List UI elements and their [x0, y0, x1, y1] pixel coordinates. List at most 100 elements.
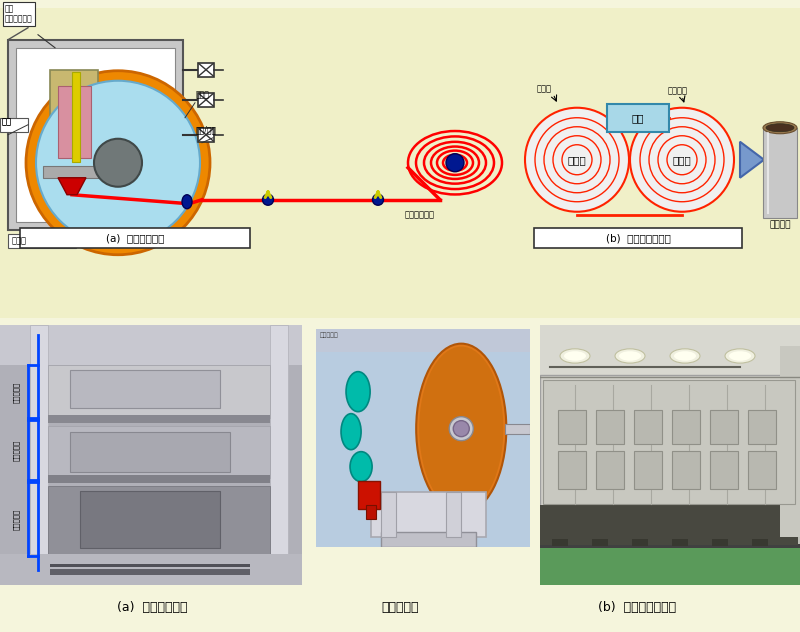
Bar: [16, 48, 175, 222]
Bar: [43, 166, 99, 178]
Bar: [763, 128, 797, 218]
Circle shape: [262, 194, 274, 205]
Bar: [48, 365, 270, 418]
Bar: [596, 410, 624, 444]
Text: (a)  晶带制造装置: (a) 晶带制造装置: [106, 233, 164, 243]
Bar: [50, 569, 250, 575]
Bar: [558, 410, 586, 444]
Bar: [506, 423, 530, 434]
Bar: [540, 325, 800, 377]
Ellipse shape: [346, 372, 370, 411]
Text: 冷却辊单元: 冷却辊单元: [13, 509, 19, 530]
Bar: [672, 410, 700, 444]
Bar: [446, 492, 462, 537]
Text: 非晶带: 非晶带: [537, 85, 552, 94]
Bar: [316, 329, 530, 351]
Text: (b)  连续热处理装置: (b) 连续热处理装置: [606, 233, 670, 243]
Bar: [70, 370, 220, 408]
Circle shape: [94, 139, 142, 186]
Bar: [58, 86, 91, 158]
Bar: [198, 128, 214, 142]
Text: 坦埙
（中间包炉）: 坦埙 （中间包炉）: [5, 4, 33, 24]
Bar: [552, 539, 568, 547]
Text: 冷却辊: 冷却辊: [12, 236, 27, 245]
Bar: [20, 228, 250, 248]
Bar: [80, 491, 220, 549]
Ellipse shape: [615, 349, 645, 363]
Bar: [540, 375, 798, 508]
Bar: [540, 544, 800, 549]
Text: 噁嘴: 噁嘴: [2, 118, 12, 127]
Circle shape: [630, 107, 734, 212]
Bar: [752, 539, 768, 547]
Bar: [540, 504, 798, 545]
Polygon shape: [58, 178, 86, 195]
Ellipse shape: [341, 414, 361, 449]
Bar: [712, 539, 728, 547]
Text: 放卷机: 放卷机: [673, 155, 691, 165]
Text: (b)  连续热处理装置: (b) 连续热处理装置: [598, 601, 676, 614]
Bar: [780, 346, 800, 537]
Bar: [710, 451, 738, 489]
Bar: [48, 415, 270, 423]
Bar: [371, 492, 486, 537]
Bar: [70, 432, 230, 472]
Bar: [558, 451, 586, 489]
Bar: [198, 63, 214, 76]
Text: 原材料: 原材料: [196, 91, 210, 100]
Ellipse shape: [619, 351, 641, 361]
Circle shape: [446, 154, 464, 172]
Text: 噁嘴: 噁嘴: [2, 118, 12, 127]
Ellipse shape: [725, 349, 755, 363]
Ellipse shape: [350, 452, 372, 482]
Ellipse shape: [182, 195, 192, 209]
Bar: [0, 118, 28, 131]
Ellipse shape: [560, 349, 590, 363]
Bar: [366, 505, 376, 519]
Bar: [592, 539, 608, 547]
Bar: [30, 325, 48, 585]
Circle shape: [373, 194, 383, 205]
Ellipse shape: [766, 124, 794, 131]
Bar: [381, 532, 476, 547]
Text: 纳米晶带: 纳米晶带: [668, 87, 688, 95]
Ellipse shape: [564, 351, 586, 361]
Bar: [72, 72, 80, 162]
Ellipse shape: [729, 351, 751, 361]
Bar: [48, 475, 270, 483]
Text: 冷却辊单元: 冷却辊单元: [382, 601, 418, 614]
Text: 则阀/噁嘴: 则阀/噁嘴: [196, 126, 217, 135]
Text: 冷却辊单元: 冷却辊单元: [320, 332, 338, 337]
Bar: [710, 410, 738, 444]
Circle shape: [525, 107, 629, 212]
Circle shape: [36, 81, 200, 245]
Bar: [8, 234, 76, 248]
Circle shape: [454, 421, 470, 437]
Polygon shape: [740, 142, 764, 178]
Bar: [632, 539, 648, 547]
Bar: [596, 451, 624, 489]
Ellipse shape: [763, 122, 797, 134]
Bar: [0, 554, 302, 585]
Text: 薄膜收卷装置: 薄膜收卷装置: [405, 210, 435, 220]
Bar: [543, 380, 795, 504]
Bar: [48, 485, 270, 556]
Ellipse shape: [674, 351, 696, 361]
Text: 纳米晶带: 纳米晶带: [770, 221, 790, 230]
Circle shape: [450, 416, 474, 441]
Bar: [48, 425, 270, 478]
Text: 燔化炉单元: 燔化炉单元: [13, 382, 19, 403]
Bar: [198, 93, 214, 107]
Bar: [358, 481, 380, 509]
Bar: [672, 451, 700, 489]
Bar: [0, 325, 302, 365]
Text: 中间包单元: 中间包单元: [13, 440, 19, 461]
Bar: [381, 492, 396, 537]
Bar: [607, 104, 669, 131]
Ellipse shape: [419, 346, 503, 511]
Bar: [534, 228, 742, 248]
Bar: [748, 410, 776, 444]
Bar: [540, 547, 800, 585]
Bar: [270, 325, 288, 585]
Bar: [634, 410, 662, 444]
